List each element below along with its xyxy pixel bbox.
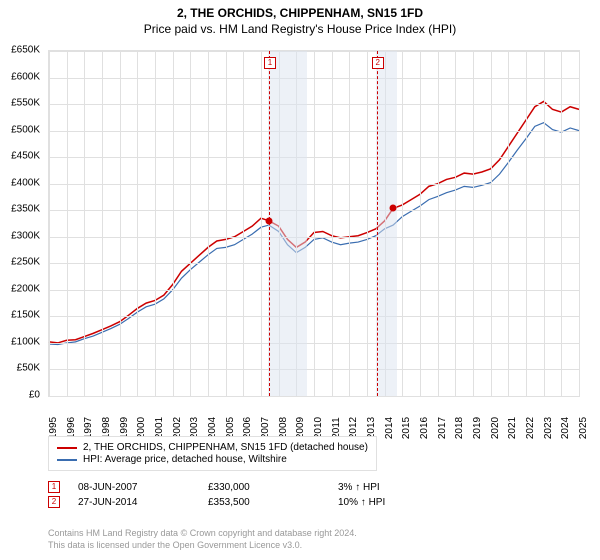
legend-swatch [57,447,77,449]
x-tick-label: 2024 [560,417,571,439]
sale-marker-label: 2 [372,57,384,69]
sales-marker: 2 [48,496,60,508]
x-tick-label: 2015 [401,417,412,439]
legend-box: 2, THE ORCHIDS, CHIPPENHAM, SN15 1FD (de… [48,436,377,471]
y-tick-label: £450K [11,151,40,162]
y-axis-labels: £0£50K£100K£150K£200K£250K£300K£350K£400… [0,50,44,395]
sales-date: 08-JUN-2007 [78,482,208,493]
y-tick-label: £350K [11,204,40,215]
attribution-text: Contains HM Land Registry data © Crown c… [48,528,357,551]
y-tick-label: £0 [29,390,40,401]
chart-plot-area: 12 [48,50,580,397]
sales-row: 2 27-JUN-2014£353,50010% ↑ HPI [48,496,468,508]
shaded-period [268,51,307,396]
y-tick-label: £400K [11,177,40,188]
sale-point-dot [265,217,272,224]
x-tick-label: 2018 [454,417,465,439]
y-tick-label: £300K [11,230,40,241]
sales-price: £330,000 [208,482,338,493]
title-block: 2, THE ORCHIDS, CHIPPENHAM, SN15 1FD Pri… [0,0,600,36]
sale-marker-line [377,51,378,396]
sales-delta: 10% ↑ HPI [338,497,468,508]
x-tick-label: 2019 [472,417,483,439]
legend-swatch [57,459,77,461]
sales-date: 27-JUN-2014 [78,497,208,508]
y-tick-label: £600K [11,71,40,82]
sales-price: £353,500 [208,497,338,508]
y-tick-label: £250K [11,257,40,268]
sales-delta: 3% ↑ HPI [338,482,468,493]
x-axis-labels: 1995199619971998199920002001200220032004… [48,400,578,430]
x-tick-label: 2023 [543,417,554,439]
sale-marker-label: 1 [264,57,276,69]
sales-row: 1 08-JUN-2007£330,0003% ↑ HPI [48,481,468,493]
x-tick-label: 2022 [525,417,536,439]
x-tick-label: 2021 [507,417,518,439]
sales-table: 1 08-JUN-2007£330,0003% ↑ HPI 2 27-JUN-2014… [48,478,468,511]
chart-title: 2, THE ORCHIDS, CHIPPENHAM, SN15 1FD [0,6,600,20]
attribution-line-1: Contains HM Land Registry data © Crown c… [48,528,357,540]
x-tick-label: 2016 [419,417,430,439]
legend-label: HPI: Average price, detached house, Wilt… [83,454,287,465]
sale-point-dot [390,205,397,212]
legend-label: 2, THE ORCHIDS, CHIPPENHAM, SN15 1FD (de… [83,442,368,453]
y-tick-label: £650K [11,45,40,56]
y-tick-label: £200K [11,283,40,294]
legend-item: 2, THE ORCHIDS, CHIPPENHAM, SN15 1FD (de… [57,442,368,453]
y-tick-label: £150K [11,310,40,321]
legend-item: HPI: Average price, detached house, Wilt… [57,454,368,465]
x-tick-label: 2014 [384,417,395,439]
x-tick-label: 2017 [437,417,448,439]
x-tick-label: 2020 [490,417,501,439]
sales-marker: 1 [48,481,60,493]
y-tick-label: £500K [11,124,40,135]
shaded-period [376,51,397,396]
y-tick-label: £50K [17,363,40,374]
attribution-line-2: This data is licensed under the Open Gov… [48,540,357,552]
chart-subtitle: Price paid vs. HM Land Registry's House … [0,22,600,36]
y-tick-label: £550K [11,98,40,109]
x-tick-label: 2025 [578,417,589,439]
chart-container: 2, THE ORCHIDS, CHIPPENHAM, SN15 1FD Pri… [0,0,600,560]
y-tick-label: £100K [11,336,40,347]
